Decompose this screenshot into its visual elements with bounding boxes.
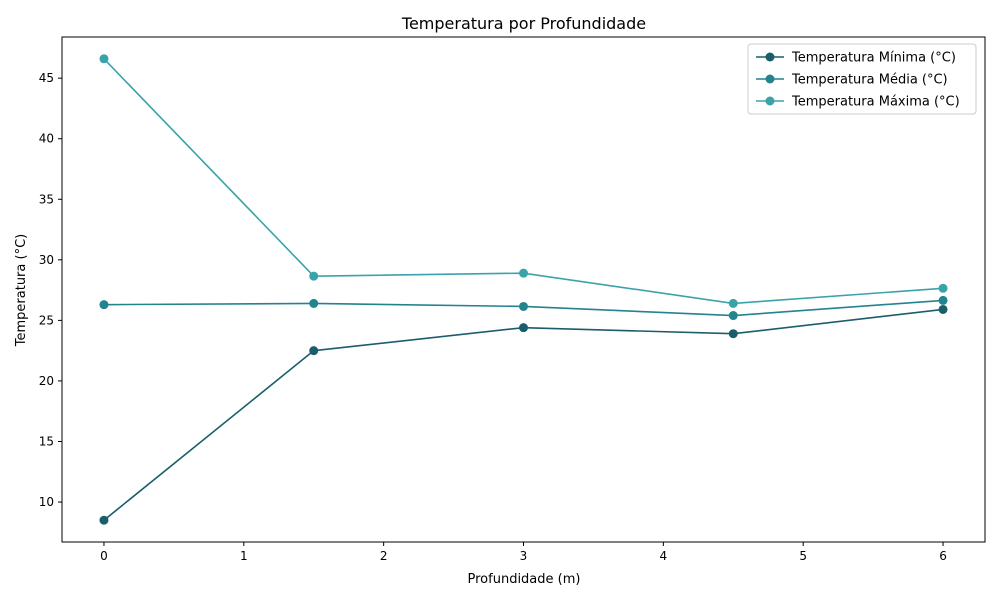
series-layer [99,54,948,525]
chart-title: Temperatura por Profundidade [401,14,646,33]
series-line [103,308,944,521]
data-point [99,54,109,64]
x-tick-label: 2 [380,549,388,563]
x-tick-label: 6 [939,549,947,563]
legend-swatch-marker [765,74,775,84]
data-point [728,311,738,321]
y-tick-label: 40 [39,132,54,146]
legend-swatch-marker [765,96,775,106]
data-point [519,323,528,333]
x-tick-label: 4 [660,549,668,563]
x-axis-label: Profundidade (m) [468,572,581,587]
y-tick-label: 25 [39,313,54,327]
y-tick-label: 30 [39,253,54,267]
x-tick-label: 0 [100,549,108,563]
y-tick-label: 15 [39,434,54,448]
data-point [728,298,738,308]
legend: Temperatura Mínima (°C) Temperatura Média… [747,43,977,115]
legend-label: Temperatura Máxima (°C) [791,95,960,110]
data-point [938,295,948,305]
x-tick-label: 1 [240,549,248,563]
legend-label: Temperatura Mínima (°C) [791,51,956,66]
data-point [519,301,528,311]
y-tick-label: 35 [39,192,54,206]
y-tick-label: 45 [39,71,54,85]
series-3 [99,54,948,308]
legend-item: Temperatura Média (°C) [756,73,948,88]
x-tick-label: 3 [520,549,528,563]
series-2 [99,295,948,321]
y-tick-label: 20 [39,374,54,388]
series-1 [99,304,948,525]
x-tick-label: 5 [799,549,807,563]
legend-item: Temperatura Mínima (°C) [756,51,956,66]
legend-label: Temperatura Média (°C) [791,73,948,88]
legend-swatch-marker [765,52,775,62]
data-point [309,271,319,281]
data-point [519,268,528,278]
legend-item: Temperatura Máxima (°C) [756,95,960,110]
data-point [99,300,109,310]
data-point [99,515,109,525]
y-axis-label: Temperatura (°C) [14,234,29,347]
x-axis: 0 1 2 3 4 5 6 [100,542,947,563]
data-point [938,283,948,293]
data-point [938,304,948,314]
legend-frame [747,43,977,115]
data-point [728,329,738,339]
y-axis: 10 15 20 25 30 35 40 45 [39,71,62,509]
y-tick-label: 10 [39,495,54,509]
data-point [309,298,319,308]
data-point [309,346,319,356]
